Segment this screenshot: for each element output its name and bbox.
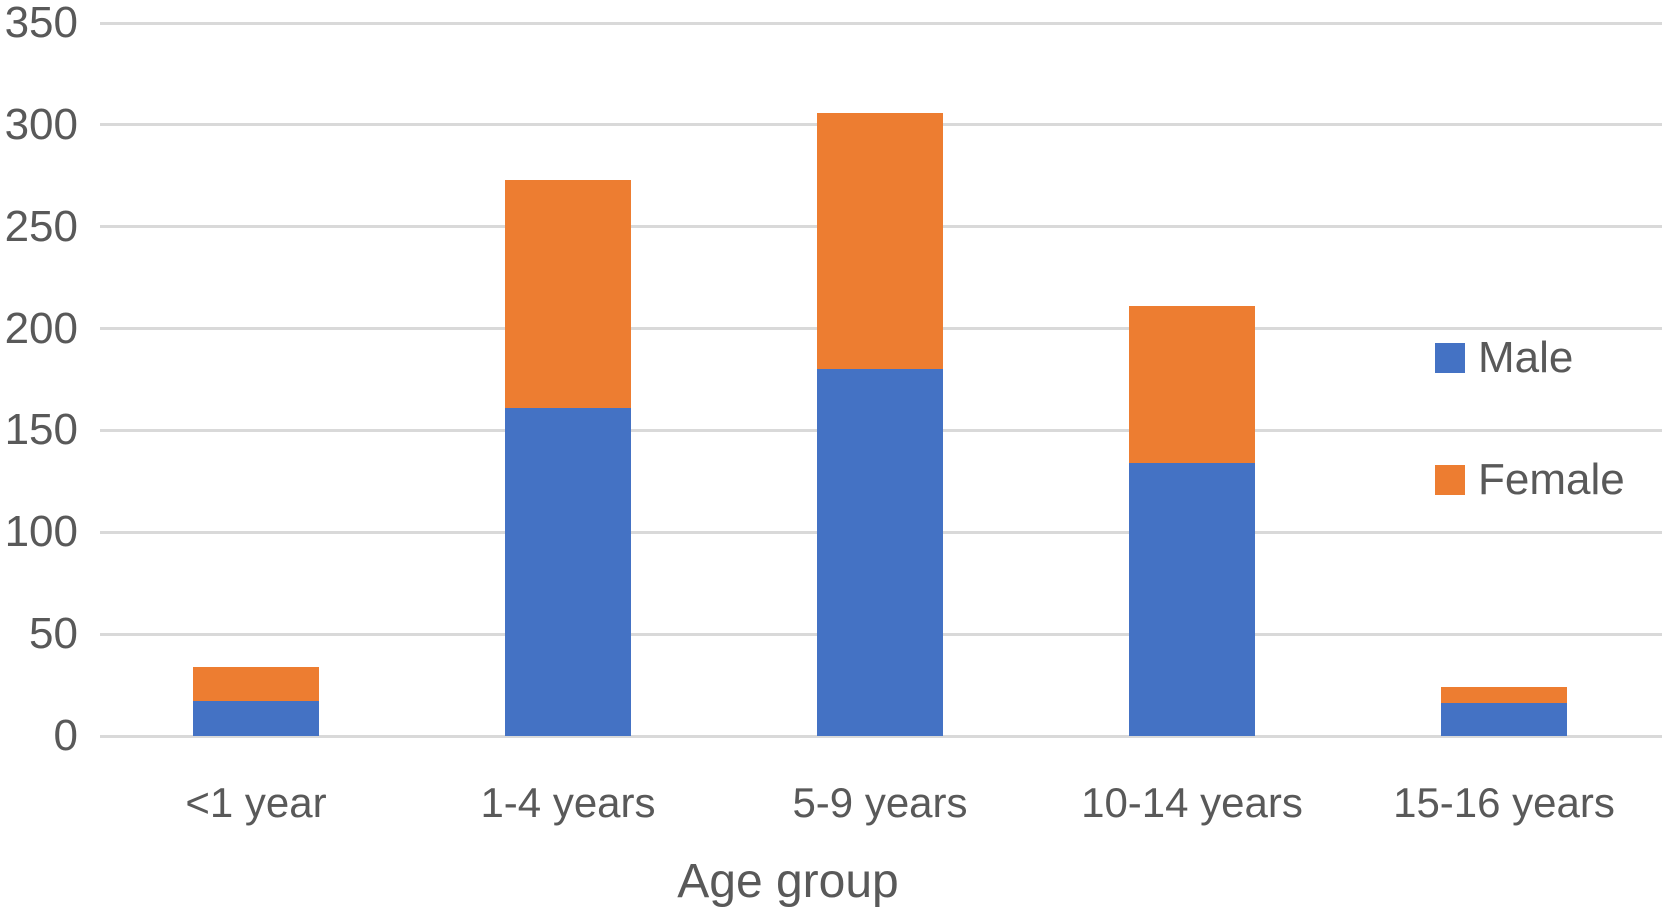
legend-item-female: Female	[1435, 455, 1625, 504]
y-tick-label: 50	[29, 609, 78, 659]
bar--1-year	[193, 666, 319, 736]
legend-swatch-female	[1435, 465, 1465, 495]
bar-5-9-years	[817, 112, 943, 736]
bar-segment-male	[193, 701, 319, 736]
x-tick-label: <1 year	[185, 779, 327, 826]
bar-segment-female	[1129, 306, 1255, 464]
gridline-0	[100, 734, 1662, 738]
y-tick-label: 100	[4, 507, 78, 557]
bar-segment-male	[1441, 703, 1567, 736]
bar-10-14-years	[1129, 306, 1255, 736]
x-axis-title: Age group	[677, 855, 899, 907]
x-tick-label: 5-9 years	[792, 779, 968, 826]
x-tick-label: 10-14 years	[1081, 779, 1303, 826]
gridline-350	[100, 21, 1662, 25]
bar-segment-male	[505, 408, 631, 736]
x-tick-label: 15-16 years	[1393, 779, 1615, 826]
y-tick-label: 200	[4, 303, 78, 353]
legend-label: Female	[1478, 455, 1625, 504]
y-tick-label: 250	[4, 201, 78, 251]
y-tick-label: 150	[4, 405, 78, 455]
bar-segment-female	[505, 179, 631, 409]
bar-segment-female	[1441, 687, 1567, 704]
y-tick-label: 300	[4, 99, 78, 149]
y-tick-label: 0	[53, 711, 78, 760]
bar-segment-male	[1129, 463, 1255, 736]
x-tick-label: 1-4 years	[480, 779, 656, 826]
bar-segment-female	[817, 112, 943, 370]
bar-15-16-years	[1441, 687, 1567, 736]
y-tick-label: 350	[4, 0, 78, 48]
bar-1-4-years	[505, 179, 631, 736]
legend-swatch-male	[1435, 343, 1465, 373]
legend-label: Male	[1478, 333, 1574, 382]
bar-segment-female	[193, 666, 319, 702]
legend-item-male: Male	[1435, 333, 1574, 382]
bar-segment-male	[817, 369, 943, 736]
